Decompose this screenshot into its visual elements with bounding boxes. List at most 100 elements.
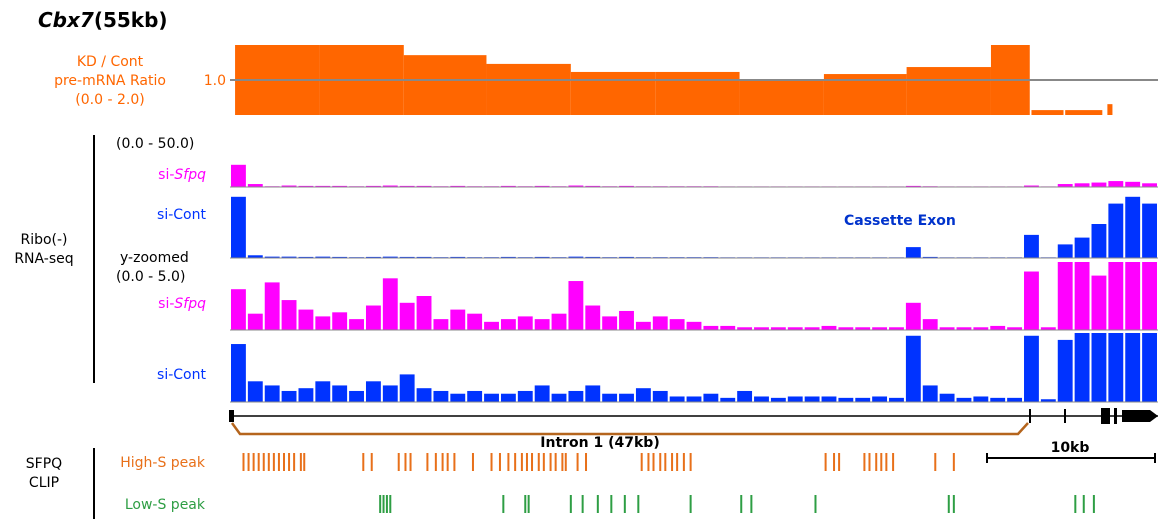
clip-peak [525, 453, 528, 471]
reference-label: 1.0 [204, 73, 226, 89]
coverage-bar [585, 385, 601, 402]
coverage-bar [787, 327, 803, 330]
coverage-bar [939, 327, 955, 330]
track-name: si-Cont [157, 367, 206, 383]
clip-peak [257, 453, 260, 471]
clip-peak [838, 453, 841, 471]
coverage-bar [1125, 196, 1141, 258]
coverage-bar [1091, 333, 1107, 402]
coverage-bar [534, 256, 550, 258]
coverage-bar [568, 281, 584, 330]
clip-peak [453, 453, 456, 471]
coverage-bar [568, 390, 584, 402]
coverage-bar [1007, 327, 1023, 330]
clip-peak [272, 453, 275, 471]
clip-peak [299, 453, 302, 471]
clip-peak [446, 453, 449, 471]
coverage-bar [619, 256, 634, 258]
ratio-bar [655, 71, 740, 115]
clip-peak [507, 453, 510, 471]
coverage-bar [382, 256, 398, 258]
clip-peak [252, 453, 255, 471]
coverage-bar [1024, 185, 1039, 187]
clip-peak [824, 453, 827, 471]
coverage-bar [467, 390, 483, 402]
clip-peak [397, 453, 400, 471]
clip-peak [554, 453, 557, 471]
coverage-bar [1142, 203, 1157, 258]
clip-peak [382, 495, 385, 513]
intron-bracket [230, 422, 1029, 436]
coverage-bar [770, 327, 786, 330]
clip-peak [671, 453, 674, 471]
clip-peak [537, 453, 540, 471]
coverage-bar [619, 393, 634, 402]
clip-peak [293, 453, 296, 471]
coverage-bar [922, 319, 938, 330]
track-range: (0.0 - 5.0) [116, 269, 185, 285]
coverage-bar [500, 319, 516, 330]
clip-peak [689, 453, 692, 471]
coverage-bar [686, 396, 702, 402]
clip-peak [404, 453, 407, 471]
coverage-bar [484, 321, 499, 330]
clip-peak [549, 453, 552, 471]
coverage-bar [905, 335, 921, 402]
clip-peak [441, 453, 444, 471]
clip-peak [682, 453, 685, 471]
coverage-bar [433, 319, 449, 330]
coverage-bar [770, 397, 786, 402]
coverage-bar [281, 390, 297, 402]
coverage-bar [315, 256, 331, 258]
coverage-bar [990, 397, 1006, 402]
clip-peak [892, 453, 895, 471]
coverage-bar [247, 313, 263, 330]
coverage-bar [838, 327, 854, 330]
coverage-bar [349, 390, 364, 402]
clip-peak [242, 453, 245, 471]
coverage-bar [922, 385, 938, 402]
coverage-bar [804, 396, 820, 402]
coverage-bar [585, 256, 601, 258]
track-name-part: Sfpq [174, 296, 206, 312]
coverage-bar [416, 388, 432, 402]
coverage-bar [399, 374, 415, 402]
coverage-bar [365, 305, 381, 330]
coverage-bar [1108, 203, 1124, 258]
coverage-bar [1057, 184, 1073, 187]
ratio-bar [1031, 110, 1064, 115]
ratio-bar [486, 63, 571, 115]
clip-peak [247, 453, 250, 471]
clip-peak [947, 495, 950, 513]
coverage-bar [399, 256, 415, 258]
coverage-bar [382, 185, 398, 187]
coverage-bar [652, 316, 668, 330]
coverage-bar [332, 256, 348, 258]
clip-peak [527, 495, 530, 513]
ratio-bar [1065, 110, 1103, 115]
title: Cbx7(55kb) [38, 8, 168, 32]
ratio-label: KD / Cont [77, 54, 144, 70]
coverage-bar [635, 321, 651, 330]
coverage-bar [500, 256, 516, 258]
coverage-bar [450, 393, 466, 402]
track-name: si-Cont [157, 207, 206, 223]
coverage-bar [585, 185, 601, 187]
clip-peak [362, 453, 365, 471]
coverage-bar [619, 185, 634, 187]
coverage-bar [956, 397, 972, 402]
coverage-bar [247, 255, 263, 258]
clip-peak [303, 453, 306, 471]
cassette-exon-label: Cassette Exon [844, 213, 956, 229]
coverage-bar [889, 397, 904, 402]
coverage-bar [568, 185, 584, 187]
coverage-bar [1057, 244, 1073, 258]
coverage-bar [264, 385, 280, 402]
coverage-bar [754, 396, 769, 402]
coverage-bar [1007, 397, 1023, 402]
clip-peak [514, 453, 517, 471]
clip-peak [564, 453, 567, 471]
coverage-bar [332, 312, 348, 330]
clip-peak [740, 495, 743, 513]
scale-bar-label: 10kb [1051, 440, 1090, 456]
